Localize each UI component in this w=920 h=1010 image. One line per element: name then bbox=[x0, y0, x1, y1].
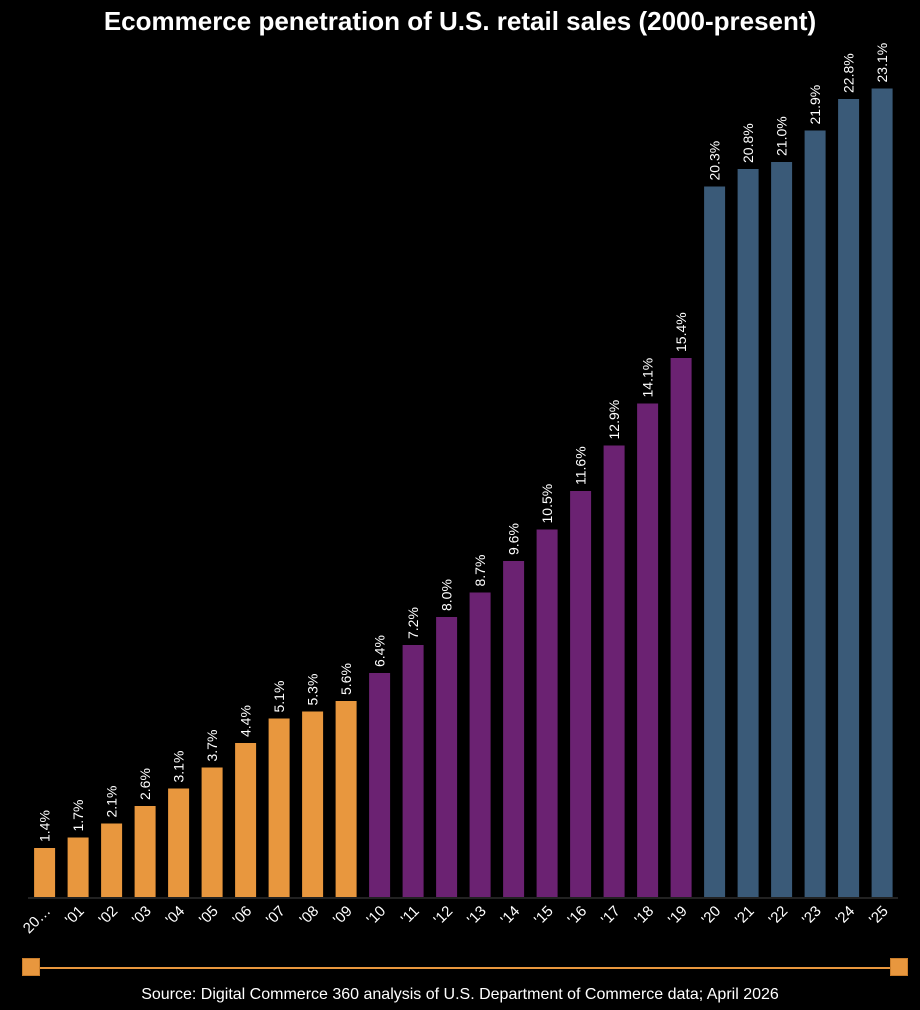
data-label-18: 14.1% bbox=[640, 358, 656, 398]
x-tick-label-14: '14 bbox=[497, 903, 523, 929]
bar-13[interactable] bbox=[469, 592, 491, 898]
data-label-16: 11.6% bbox=[573, 446, 589, 485]
x-tick-label-23: '23 bbox=[799, 903, 825, 929]
bar-16[interactable] bbox=[570, 491, 592, 897]
bar-24[interactable] bbox=[838, 99, 860, 897]
x-tick-label-2: '02 bbox=[95, 903, 121, 929]
x-tick-label-6: '06 bbox=[229, 903, 255, 929]
data-label-23: 21.9% bbox=[807, 85, 823, 125]
x-tick-label-22: '22 bbox=[765, 903, 791, 929]
bar-14[interactable] bbox=[503, 561, 525, 897]
x-tick-label-10: '10 bbox=[363, 903, 389, 929]
data-label-13: 8.7% bbox=[472, 555, 488, 587]
bar-22[interactable] bbox=[771, 162, 793, 897]
bar-15[interactable] bbox=[536, 529, 558, 898]
data-label-7: 5.1% bbox=[271, 681, 287, 713]
data-label-9: 5.6% bbox=[338, 663, 354, 695]
x-tick-label-1: '01 bbox=[62, 903, 88, 929]
data-label-12: 8.0% bbox=[439, 579, 455, 611]
bar-6[interactable] bbox=[235, 743, 257, 897]
x-tick-label-20: '20 bbox=[698, 903, 724, 929]
data-label-0: 1.4% bbox=[37, 810, 53, 842]
x-tick-label-16: '16 bbox=[564, 903, 590, 929]
slider-track[interactable] bbox=[32, 967, 898, 969]
data-label-20: 20.3% bbox=[707, 141, 723, 181]
data-label-5: 3.7% bbox=[204, 730, 220, 762]
data-label-10: 6.4% bbox=[372, 635, 388, 667]
x-tick-label-4: '04 bbox=[162, 903, 188, 929]
chart: 1.4% 1.7% 2.1% 2.6% 3.1% 3.7% 4.4% 5.1% 5.3% 5.6%… bbox=[20, 43, 898, 937]
slider-handle-right[interactable] bbox=[890, 958, 908, 976]
data-label-4: 3.1% bbox=[171, 751, 187, 783]
x-tick-label-7: '07 bbox=[263, 903, 289, 929]
x-tick-label-19: '19 bbox=[665, 903, 691, 929]
x-tick-label-3: '03 bbox=[129, 903, 155, 929]
bar-5[interactable] bbox=[201, 767, 223, 898]
slider-handle-left[interactable] bbox=[22, 958, 40, 976]
data-label-1: 1.7% bbox=[70, 800, 86, 832]
data-label-17: 12.9% bbox=[606, 400, 622, 440]
x-tick-label-8: '08 bbox=[296, 903, 322, 929]
x-tick-label-24: '24 bbox=[832, 903, 858, 929]
chart-title: Ecommerce penetration of U.S. retail sal… bbox=[103, 6, 817, 36]
x-tick-label-13: '13 bbox=[464, 903, 490, 929]
bar-12[interactable] bbox=[436, 617, 458, 897]
bar-21[interactable] bbox=[737, 169, 759, 897]
x-tick-label-18: '18 bbox=[631, 903, 657, 929]
data-label-3: 2.6% bbox=[137, 768, 153, 800]
x-tick-label-0: 20… bbox=[20, 903, 54, 937]
bar-11[interactable] bbox=[402, 645, 424, 897]
range-slider[interactable] bbox=[22, 956, 908, 980]
data-label-24: 22.8% bbox=[841, 53, 857, 93]
x-tick-label-11: '11 bbox=[398, 903, 423, 928]
x-tick-label-12: '12 bbox=[430, 903, 456, 929]
bar-4[interactable] bbox=[168, 788, 190, 898]
data-label-22: 21.0% bbox=[774, 116, 790, 156]
x-tick-label-25: '25 bbox=[866, 903, 892, 929]
bar-8[interactable] bbox=[302, 711, 324, 898]
x-tick-label-9: '09 bbox=[330, 903, 356, 929]
data-label-6: 4.4% bbox=[238, 705, 254, 737]
x-tick-label-21: '21 bbox=[732, 903, 758, 929]
bar-19[interactable] bbox=[670, 358, 692, 897]
x-tick-label-5: '05 bbox=[196, 903, 222, 929]
bar-1[interactable] bbox=[67, 837, 89, 898]
bar-20[interactable] bbox=[704, 186, 726, 898]
data-label-25: 23.1% bbox=[874, 43, 890, 83]
data-label-11: 7.2% bbox=[405, 607, 421, 639]
x-tick-label-17: '17 bbox=[598, 903, 624, 929]
x-tick-label-15: '15 bbox=[531, 903, 557, 929]
data-label-19: 15.4% bbox=[673, 312, 689, 352]
bar-7[interactable] bbox=[268, 718, 290, 898]
bar-18[interactable] bbox=[637, 403, 659, 898]
bar-0[interactable] bbox=[34, 848, 56, 897]
data-label-15: 10.5% bbox=[539, 484, 555, 524]
bar-23[interactable] bbox=[804, 130, 826, 898]
bar-17[interactable] bbox=[603, 445, 625, 898]
bar-3[interactable] bbox=[134, 806, 156, 897]
source-note: Source: Digital Commerce 360 analysis of… bbox=[141, 986, 779, 1003]
data-label-21: 20.8% bbox=[740, 123, 756, 163]
bar-9[interactable] bbox=[335, 701, 357, 897]
data-label-2: 2.1% bbox=[104, 786, 120, 818]
bar-25[interactable] bbox=[871, 88, 893, 898]
data-label-14: 9.6% bbox=[506, 523, 522, 555]
bar-2[interactable] bbox=[101, 823, 123, 898]
bar-10[interactable] bbox=[369, 673, 391, 897]
data-label-8: 5.3% bbox=[305, 674, 321, 706]
